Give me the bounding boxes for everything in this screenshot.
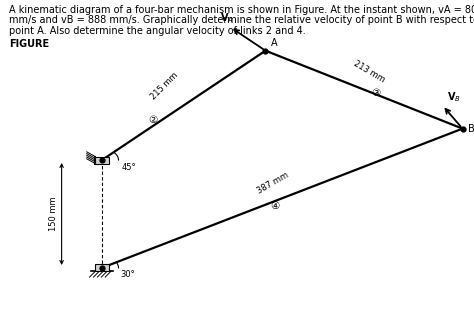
FancyBboxPatch shape <box>95 157 109 164</box>
Text: 30°: 30° <box>120 270 135 279</box>
Text: $\mathbf{V}_A$: $\mathbf{V}_A$ <box>219 11 233 25</box>
Text: B: B <box>468 124 474 134</box>
Text: ④: ④ <box>271 201 280 211</box>
Text: ③: ③ <box>371 88 381 98</box>
Text: mm/s and vB = 888 mm/s. Graphically determine the relative velocity of point B w: mm/s and vB = 888 mm/s. Graphically dete… <box>9 15 474 25</box>
Text: A: A <box>271 38 278 48</box>
Text: FIGURE: FIGURE <box>9 39 50 49</box>
Text: 215 mm: 215 mm <box>149 71 180 101</box>
Text: point A. Also determine the angular velocity of links 2 and 4.: point A. Also determine the angular velo… <box>9 26 306 36</box>
Text: A kinematic diagram of a four-bar mechanism is shown in Figure. At the instant s: A kinematic diagram of a four-bar mechan… <box>9 5 474 15</box>
Text: ②: ② <box>148 115 157 125</box>
Text: 150 mm: 150 mm <box>49 197 57 231</box>
Text: 387 mm: 387 mm <box>255 171 290 196</box>
FancyBboxPatch shape <box>95 264 109 271</box>
Text: 213 mm: 213 mm <box>352 60 386 85</box>
Text: 45°: 45° <box>122 163 137 171</box>
Text: $\mathbf{V}_B$: $\mathbf{V}_B$ <box>447 90 461 104</box>
